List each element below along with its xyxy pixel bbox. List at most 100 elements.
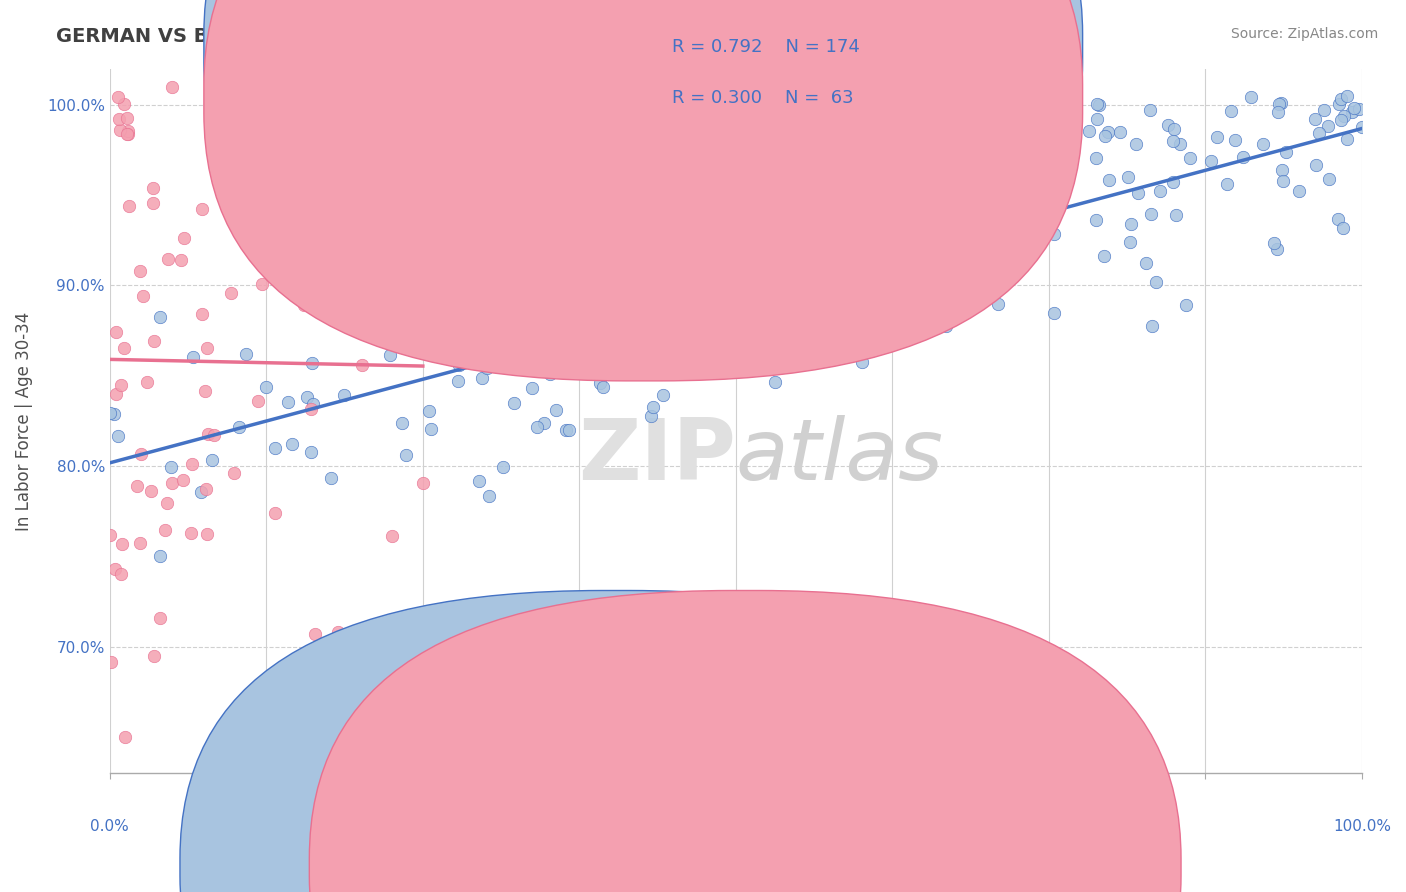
Point — [586, 258, 609, 272]
Point — [624, 262, 647, 277]
Point — [640, 409, 662, 423]
Point — [332, 388, 354, 402]
Point — [631, 244, 654, 258]
Point — [828, 225, 851, 239]
Point — [118, 199, 141, 213]
Point — [247, 394, 270, 409]
Point — [127, 478, 149, 492]
Point — [1144, 275, 1167, 289]
Point — [398, 295, 420, 310]
Point — [190, 202, 212, 217]
Point — [419, 422, 441, 436]
Point — [98, 405, 121, 419]
Point — [219, 285, 242, 300]
Point — [378, 315, 401, 329]
Point — [471, 371, 494, 385]
Point — [115, 111, 138, 125]
Point — [928, 151, 950, 165]
Point — [325, 234, 347, 248]
Point — [727, 310, 749, 324]
Point — [1263, 235, 1285, 250]
Point — [621, 211, 644, 225]
Point — [870, 246, 893, 260]
Point — [925, 214, 948, 228]
Point — [142, 649, 165, 664]
Point — [202, 427, 225, 442]
Point — [319, 471, 342, 485]
Point — [515, 272, 537, 286]
Point — [884, 211, 907, 226]
Point — [630, 326, 652, 340]
Point — [1168, 136, 1191, 151]
Point — [157, 252, 180, 267]
Point — [263, 506, 285, 520]
Point — [1223, 133, 1246, 147]
Point — [627, 285, 650, 300]
Point — [181, 457, 204, 471]
Point — [129, 536, 152, 550]
Point — [522, 310, 544, 325]
Point — [264, 441, 287, 455]
Text: R = 0.792    N = 174: R = 0.792 N = 174 — [672, 38, 860, 56]
Point — [880, 250, 903, 264]
Point — [328, 625, 350, 640]
Point — [350, 359, 373, 373]
Point — [894, 226, 917, 240]
Point — [1135, 255, 1157, 269]
Text: Germans: Germans — [640, 855, 709, 870]
Point — [100, 655, 122, 669]
Point — [503, 396, 526, 410]
Point — [1116, 170, 1139, 185]
Point — [676, 327, 699, 342]
Point — [641, 400, 664, 414]
Point — [1253, 137, 1275, 152]
Point — [853, 276, 876, 290]
Point — [1305, 158, 1327, 172]
Point — [194, 482, 217, 496]
Point — [581, 273, 603, 287]
Point — [149, 610, 172, 624]
Point — [201, 453, 224, 467]
Point — [352, 175, 374, 189]
Point — [115, 128, 138, 142]
Text: 0.0%: 0.0% — [90, 819, 129, 833]
Y-axis label: In Labor Force | Age 30-34: In Labor Force | Age 30-34 — [15, 311, 32, 531]
Point — [447, 358, 470, 372]
Point — [995, 265, 1018, 279]
Point — [430, 330, 453, 344]
Point — [651, 259, 673, 273]
Point — [797, 229, 820, 244]
Point — [1330, 112, 1353, 127]
Point — [194, 384, 217, 399]
Point — [1163, 121, 1185, 136]
Point — [112, 96, 135, 111]
Point — [526, 419, 548, 434]
Point — [987, 297, 1010, 311]
Point — [132, 289, 155, 303]
Point — [1240, 89, 1263, 103]
Point — [647, 210, 669, 224]
Point — [172, 473, 194, 487]
Point — [1174, 298, 1197, 312]
Point — [384, 328, 406, 343]
Point — [297, 390, 319, 404]
Point — [129, 264, 152, 278]
Point — [143, 334, 166, 348]
Point — [1085, 112, 1108, 127]
Point — [395, 449, 418, 463]
Point — [1270, 95, 1292, 110]
Point — [934, 186, 956, 201]
Point — [108, 123, 131, 137]
Point — [136, 375, 159, 389]
Text: atlas: atlas — [735, 415, 943, 498]
Text: Source: ZipAtlas.com: Source: ZipAtlas.com — [1230, 27, 1378, 41]
Point — [197, 426, 219, 441]
Point — [673, 295, 696, 310]
Point — [1108, 125, 1130, 139]
Point — [922, 112, 945, 126]
Point — [1043, 306, 1066, 320]
Point — [299, 445, 322, 459]
Point — [1327, 96, 1350, 111]
Point — [1084, 151, 1107, 165]
Point — [548, 276, 571, 290]
